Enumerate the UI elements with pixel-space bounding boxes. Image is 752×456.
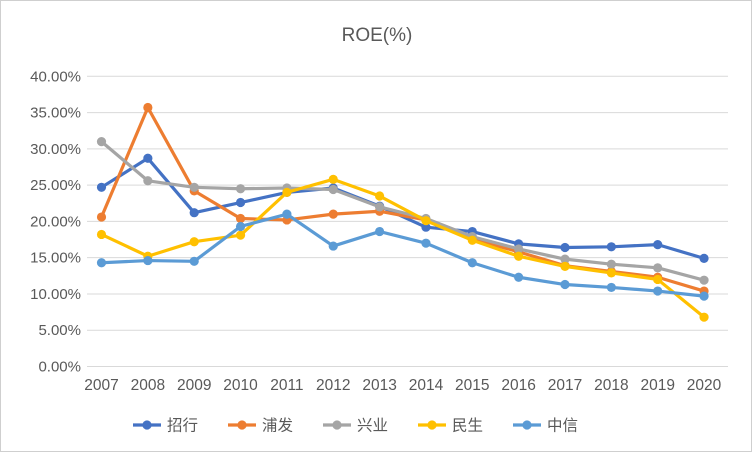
data-point-zhaohang-2017 bbox=[560, 242, 570, 253]
legend-label-pufa: 浦发 bbox=[262, 417, 293, 435]
x-tick-label: 2013 bbox=[362, 377, 396, 394]
data-point-zhaohang-2008 bbox=[143, 153, 153, 163]
legend-label-minsheng: 民生 bbox=[452, 417, 483, 435]
data-point-zhaohang-2018 bbox=[606, 242, 616, 252]
series-line-zhongxin bbox=[99, 212, 706, 298]
y-tick-label: 15.00% bbox=[30, 250, 81, 267]
legend-marker-dot-zhongxin bbox=[522, 420, 532, 430]
data-point-minsheng-2014 bbox=[421, 216, 431, 226]
data-point-zhaohang-2019 bbox=[653, 240, 663, 250]
legend-marker-dot-zhaohang bbox=[142, 420, 152, 430]
y-tick-label: 20.00% bbox=[30, 213, 81, 230]
data-point-zhongxin-2013 bbox=[375, 226, 385, 237]
data-point-xingye-2008 bbox=[143, 176, 153, 186]
y-tick-label: 40.00% bbox=[30, 68, 81, 85]
y-tick-label: 5.00% bbox=[38, 322, 81, 339]
x-tick-label: 2014 bbox=[409, 377, 444, 394]
data-point-minsheng-2010 bbox=[235, 230, 246, 240]
y-tick-label: 10.00% bbox=[30, 286, 81, 303]
data-point-xingye-2017 bbox=[560, 254, 570, 264]
data-point-pufa-2010 bbox=[235, 213, 246, 224]
data-point-zhongxin-2017 bbox=[560, 279, 570, 290]
data-point-zhongxin-2009 bbox=[189, 256, 199, 266]
legend-label-xingye: 兴业 bbox=[357, 417, 388, 435]
data-point-zhongxin-2008 bbox=[143, 255, 153, 266]
x-tick-label: 2018 bbox=[594, 377, 628, 394]
legend-marker-dot-minsheng bbox=[427, 420, 437, 430]
data-point-zhaohang-2014 bbox=[421, 222, 431, 232]
data-point-xingye-2013 bbox=[375, 202, 385, 212]
data-point-zhaohang-2009 bbox=[189, 208, 199, 218]
x-tick-label: 2017 bbox=[548, 377, 582, 394]
data-point-xingye-2016 bbox=[514, 244, 524, 254]
data-point-minsheng-2015 bbox=[467, 235, 477, 245]
data-point-zhongxin-2020 bbox=[699, 291, 709, 301]
x-tick-label: 2011 bbox=[270, 377, 303, 394]
data-point-xingye-2009 bbox=[189, 182, 199, 192]
data-point-minsheng-2009 bbox=[189, 237, 199, 247]
data-point-minsheng-2018 bbox=[606, 268, 616, 278]
data-point-xingye-2018 bbox=[606, 259, 616, 269]
legend-marker-dot-pufa bbox=[237, 420, 247, 430]
legend-label-zhaohang: 招行 bbox=[167, 417, 198, 435]
x-tick-label: 2016 bbox=[501, 377, 535, 394]
legend-marker-dot-xingye bbox=[332, 420, 342, 430]
data-point-zhongxin-2019 bbox=[653, 286, 663, 296]
data-point-minsheng-2007 bbox=[96, 229, 107, 240]
x-tick-label: 2009 bbox=[177, 377, 211, 394]
data-point-zhaohang-2020 bbox=[699, 253, 709, 264]
x-tick-label: 2010 bbox=[223, 377, 258, 394]
data-point-minsheng-2013 bbox=[375, 191, 385, 201]
data-point-xingye-2007 bbox=[96, 136, 107, 147]
data-point-minsheng-2011 bbox=[282, 187, 292, 197]
data-point-zhongxin-2016 bbox=[514, 272, 524, 282]
data-point-pufa-2012 bbox=[328, 209, 338, 219]
data-point-zhongxin-2015 bbox=[467, 258, 477, 268]
data-point-xingye-2012 bbox=[328, 184, 338, 195]
data-point-zhongxin-2014 bbox=[421, 238, 431, 248]
x-tick-label: 2019 bbox=[640, 377, 674, 394]
data-point-zhaohang-2007 bbox=[96, 182, 107, 192]
data-point-pufa-2007 bbox=[96, 212, 107, 222]
data-point-minsheng-2019 bbox=[653, 274, 663, 285]
legend-label-zhongxin: 中信 bbox=[547, 417, 578, 435]
x-tick-label: 2020 bbox=[687, 377, 722, 394]
data-point-zhongxin-2007 bbox=[96, 258, 107, 268]
x-tick-label: 2015 bbox=[455, 377, 489, 394]
x-tick-label: 2008 bbox=[131, 377, 165, 394]
data-point-minsheng-2017 bbox=[560, 261, 570, 271]
y-tick-label: 25.00% bbox=[30, 177, 81, 194]
y-tick-label: 30.00% bbox=[30, 141, 81, 158]
x-tick-label: 2007 bbox=[84, 377, 118, 394]
x-tick-label: 2012 bbox=[316, 377, 350, 394]
data-point-zhongxin-2010 bbox=[235, 221, 246, 232]
y-tick-label: 0.00% bbox=[38, 359, 81, 376]
chart-title: ROE(%) bbox=[342, 25, 413, 46]
data-point-zhaohang-2010 bbox=[235, 197, 246, 208]
data-point-pufa-2008 bbox=[143, 102, 153, 113]
series-line-minsheng bbox=[99, 177, 706, 319]
data-point-xingye-2010 bbox=[235, 184, 246, 194]
data-point-zhongxin-2018 bbox=[606, 282, 616, 293]
data-point-minsheng-2012 bbox=[328, 174, 338, 184]
data-point-minsheng-2016 bbox=[514, 251, 524, 261]
data-point-zhongxin-2012 bbox=[328, 241, 338, 251]
data-point-xingye-2020 bbox=[699, 275, 709, 285]
data-point-minsheng-2020 bbox=[699, 312, 709, 322]
data-point-zhongxin-2011 bbox=[282, 209, 292, 219]
data-point-xingye-2019 bbox=[653, 263, 663, 273]
y-tick-label: 35.00% bbox=[30, 105, 81, 122]
series-line-xingye bbox=[99, 139, 706, 282]
